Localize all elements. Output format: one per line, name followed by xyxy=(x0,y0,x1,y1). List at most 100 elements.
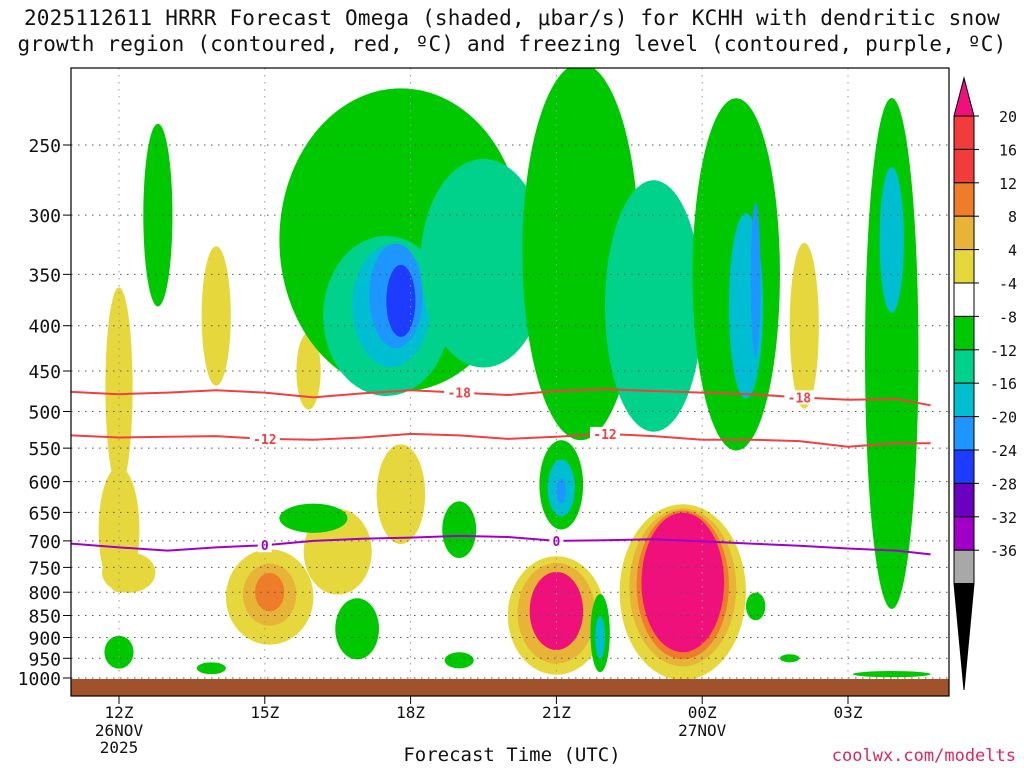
y-tick-label: 1000 xyxy=(18,669,61,690)
omega-region xyxy=(201,246,231,386)
y-tick-label: 450 xyxy=(28,362,61,383)
colorbar-label: 8 xyxy=(1008,208,1017,226)
omega-region xyxy=(595,616,605,659)
contour-label-bg xyxy=(249,431,280,446)
y-tick-label: 700 xyxy=(28,532,61,553)
colorbar-segment xyxy=(953,482,975,518)
colorbar-segment xyxy=(953,315,975,351)
contour-label-bg xyxy=(590,426,620,441)
y-tick-label: 650 xyxy=(28,503,61,524)
colorbar-segment xyxy=(953,416,975,451)
x-tick-date: 27NOV xyxy=(678,721,727,740)
colorbar-label: -24 xyxy=(990,442,1017,460)
contour-label-0: 0 xyxy=(552,535,560,550)
x-axis-label: Forecast Time (UTC) xyxy=(403,744,621,766)
colorbar-segment xyxy=(953,449,975,484)
omega-region xyxy=(296,332,321,410)
contour-label--18: -18 xyxy=(788,391,812,406)
y-tick-label: 950 xyxy=(28,649,61,670)
colorbar-label: -16 xyxy=(990,375,1017,393)
colorbar-label: 4 xyxy=(1008,242,1017,260)
omega-region xyxy=(779,654,800,663)
omega-region xyxy=(444,652,474,669)
colorbar-bottom-arrow xyxy=(953,583,975,691)
contour-label--18: -18 xyxy=(447,387,471,402)
omega-region xyxy=(101,552,156,593)
omega-region xyxy=(279,503,348,533)
x-tick-label: 18Z xyxy=(396,703,425,722)
colorbar-label: -4 xyxy=(999,275,1017,293)
omega-region xyxy=(852,671,931,678)
chart-title-line-2: growth region (contoured, red, ºC) and f… xyxy=(17,32,1007,56)
credit-link[interactable]: coolwx.com/modelts xyxy=(831,746,1016,766)
omega-region xyxy=(105,287,133,489)
colorbar-segment xyxy=(953,148,975,184)
colorbar-label: -8 xyxy=(999,308,1017,326)
colorbar-label: 12 xyxy=(999,175,1017,193)
omega-region xyxy=(879,166,904,313)
plot-frame xyxy=(70,67,950,697)
contour-label-bg xyxy=(784,390,815,405)
y-tick-label: 550 xyxy=(28,439,61,460)
omega-region xyxy=(143,123,173,307)
terrain-surface xyxy=(71,679,949,696)
y-tick-label: 850 xyxy=(28,607,61,628)
y-tick-label: 400 xyxy=(28,317,61,338)
colorbar-label: -32 xyxy=(990,509,1017,527)
omega-region xyxy=(420,158,547,368)
colorbar-label: -12 xyxy=(990,342,1017,360)
colorbar-segment xyxy=(953,115,975,150)
y-tick-label: 500 xyxy=(28,403,61,424)
x-tick-date: 26NOV xyxy=(95,721,144,740)
colorbar-label: 16 xyxy=(999,141,1017,159)
omega-region xyxy=(605,180,703,432)
colorbar-label: -28 xyxy=(990,475,1017,493)
y-tick-label: 900 xyxy=(28,628,61,649)
omega-region xyxy=(386,264,416,337)
contour-label-0: 0 xyxy=(261,539,269,554)
omega-region xyxy=(442,501,477,559)
x-tick-label: 03Z xyxy=(834,703,863,722)
contour-label-bg xyxy=(549,533,564,548)
colorbar-top-arrow xyxy=(953,76,975,117)
contour-label-bg xyxy=(257,538,272,553)
colorbar-segment xyxy=(953,382,975,418)
y-tick-label: 350 xyxy=(28,265,61,286)
colorbar-segment xyxy=(953,516,975,551)
omega-region xyxy=(789,242,819,409)
omega-region xyxy=(255,572,285,612)
contour-line--12 xyxy=(71,432,931,448)
contour-line-0 xyxy=(71,534,931,556)
colorbar-segment xyxy=(953,215,975,251)
y-tick-label: 600 xyxy=(28,473,61,494)
contour-label--12: -12 xyxy=(593,428,616,443)
colorbar-label: -20 xyxy=(990,409,1017,427)
omega-region xyxy=(641,512,725,653)
contour-label-bg xyxy=(444,385,475,400)
x-tick-year: 2025 xyxy=(100,738,139,757)
colorbar-segment xyxy=(953,249,975,284)
omega-region xyxy=(104,635,134,669)
x-tick-label: 21Z xyxy=(542,703,571,722)
y-tick-label: 750 xyxy=(28,558,61,579)
colorbar-segment xyxy=(953,182,975,217)
colorbar-label: -36 xyxy=(990,542,1017,560)
omega-region xyxy=(376,444,426,545)
omega-region xyxy=(335,598,380,660)
x-tick-label: 00Z xyxy=(688,703,717,722)
omega-region xyxy=(745,592,766,621)
omega-region xyxy=(750,203,761,357)
y-tick-label: 300 xyxy=(28,206,61,227)
colorbar-segment xyxy=(953,282,975,317)
x-tick-label: 12Z xyxy=(105,703,134,722)
colorbar-segment xyxy=(953,349,975,384)
omega-region xyxy=(556,478,567,504)
contour-label--12: -12 xyxy=(253,433,276,448)
colorbar-segment xyxy=(953,549,975,585)
colorbar-label: 20 xyxy=(999,108,1017,126)
y-tick-label: 800 xyxy=(28,583,61,604)
omega-region xyxy=(529,571,584,651)
y-tick-label: 250 xyxy=(28,136,61,157)
x-tick-label: 15Z xyxy=(250,703,279,722)
